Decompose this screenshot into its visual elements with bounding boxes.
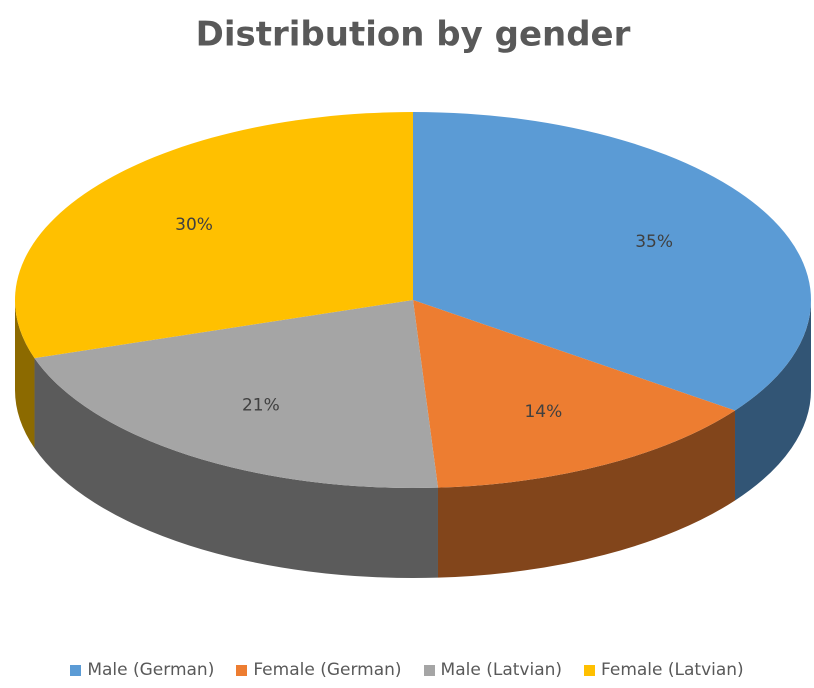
legend-item: Male (German) (70, 660, 214, 680)
legend-swatch (70, 664, 82, 676)
chart: Distribution by gender 35% 14% 21% 30% (14, 15, 811, 579)
slice (413, 112, 811, 411)
slice-label: 14% (524, 402, 562, 422)
legend-item: Female (Latvian) (584, 660, 744, 680)
legend-label: Male (Latvian) (440, 660, 563, 680)
slice-label: 30% (175, 215, 213, 235)
slice-side (437, 410, 735, 578)
legend-label: Male (German) (87, 660, 215, 680)
slice-label: 21% (242, 396, 280, 416)
legend-label: Female (Latvian) (601, 660, 744, 680)
slice (34, 300, 438, 489)
legend-item: Female (German) (236, 660, 402, 680)
legend-swatch (236, 664, 248, 676)
slice (413, 300, 735, 488)
slice-side (34, 358, 438, 579)
slice-label: 35% (635, 232, 673, 252)
legend: Male (German) Female (German) Male (Latvia… (0, 660, 814, 680)
legend-label: Female (German) (253, 660, 402, 680)
chart-title: Distribution by gender (196, 15, 631, 55)
slice-side (734, 300, 811, 501)
slice (14, 112, 413, 359)
legend-swatch (584, 664, 596, 676)
slice-side (15, 300, 35, 449)
legend-swatch (423, 664, 435, 676)
legend-item: Male (Latvian) (423, 660, 563, 680)
